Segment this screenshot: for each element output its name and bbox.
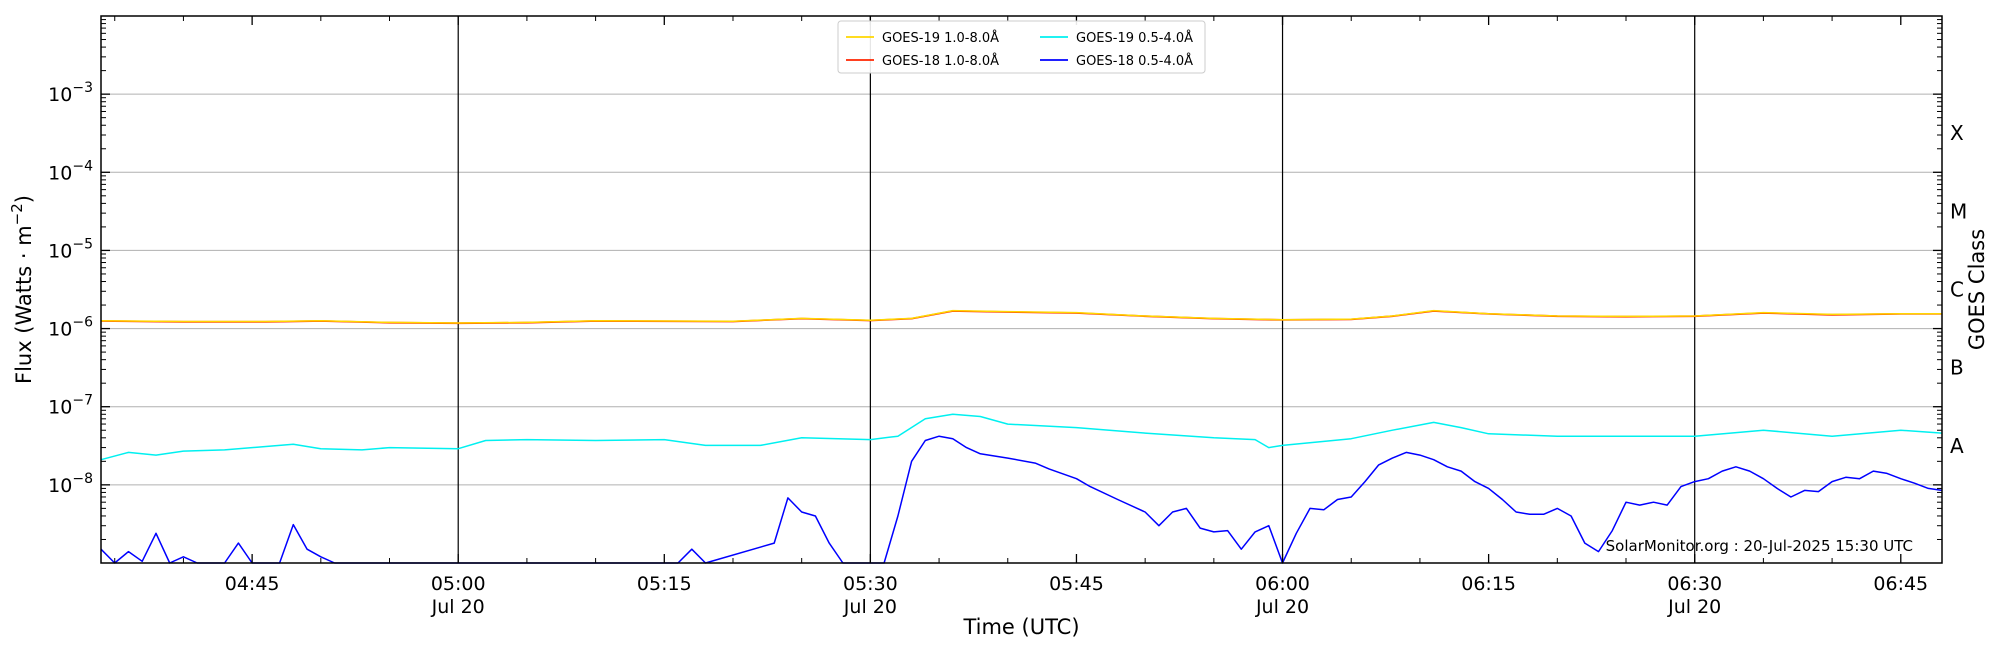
goes-class-label: X [1950,121,1964,145]
y-tick-label: 10−3 [48,80,93,106]
day-boundary-lines [457,16,1696,563]
series-lines [100,309,1943,564]
goes-class-label: C [1950,278,1964,302]
plot-frame [100,15,1943,564]
series-line-0 [100,309,1942,324]
x-tick-label: 06:00 [1255,573,1310,595]
y-axis-label: Flux (Watts · m−2) [8,195,36,384]
series-line-2 [100,413,1943,461]
y-tick-label: 10−8 [48,471,93,497]
x-tick-label: 06:30 [1667,573,1722,595]
legend-box [837,20,1206,74]
legend-label: GOES-19 1.0-8.0Å [882,30,999,46]
goes-class-label: M [1950,199,1967,223]
y-axis-ticks: 10−8 10−7 10−6 10−5 10−4 10−3 [48,19,1942,540]
x-tick-date-label: Jul 20 [1255,596,1309,618]
credit-text: SolarMonitor.org : 20-Jul-2025 15:30 UTC [1606,537,1913,555]
x-tick-label: 05:30 [843,573,898,595]
legend: GOES-19 1.0-8.0Å GOES-18 1.0-8.0Å GOES-19 … [837,20,1206,74]
legend-label: GOES-18 0.5-4.0Å [1076,53,1193,69]
x-tick-date-label: Jul 20 [843,596,897,618]
legend-label: GOES-18 1.0-8.0Å [882,53,999,69]
legend-label: GOES-19 0.5-4.0Å [1076,30,1193,46]
y-tick-label: 10−6 [48,315,93,341]
x-tick-label: 06:15 [1461,573,1516,595]
x-tick-label: 05:00 [431,573,486,595]
goes-class-label: A [1950,434,1964,458]
y-tick-label: 10−4 [48,158,93,184]
x-tick-date-label: Jul 20 [1667,596,1721,618]
y-tick-label: 10−7 [48,393,93,419]
x-axis-label: Time (UTC) [962,615,1079,639]
x-tick-label: 05:45 [1049,573,1104,595]
x-tick-date-label: Jul 20 [431,596,485,618]
x-tick-label: 05:15 [637,573,692,595]
right-axis-label: GOES Class [1965,229,1989,350]
goes-class-label: B [1950,356,1964,380]
x-tick-label: 06:45 [1873,573,1928,595]
goes-class-axis: A B C M X [1950,121,1967,458]
y-tick-label: 10−5 [48,236,93,262]
x-tick-label: 04:45 [225,573,280,595]
gridlines [101,93,1942,486]
